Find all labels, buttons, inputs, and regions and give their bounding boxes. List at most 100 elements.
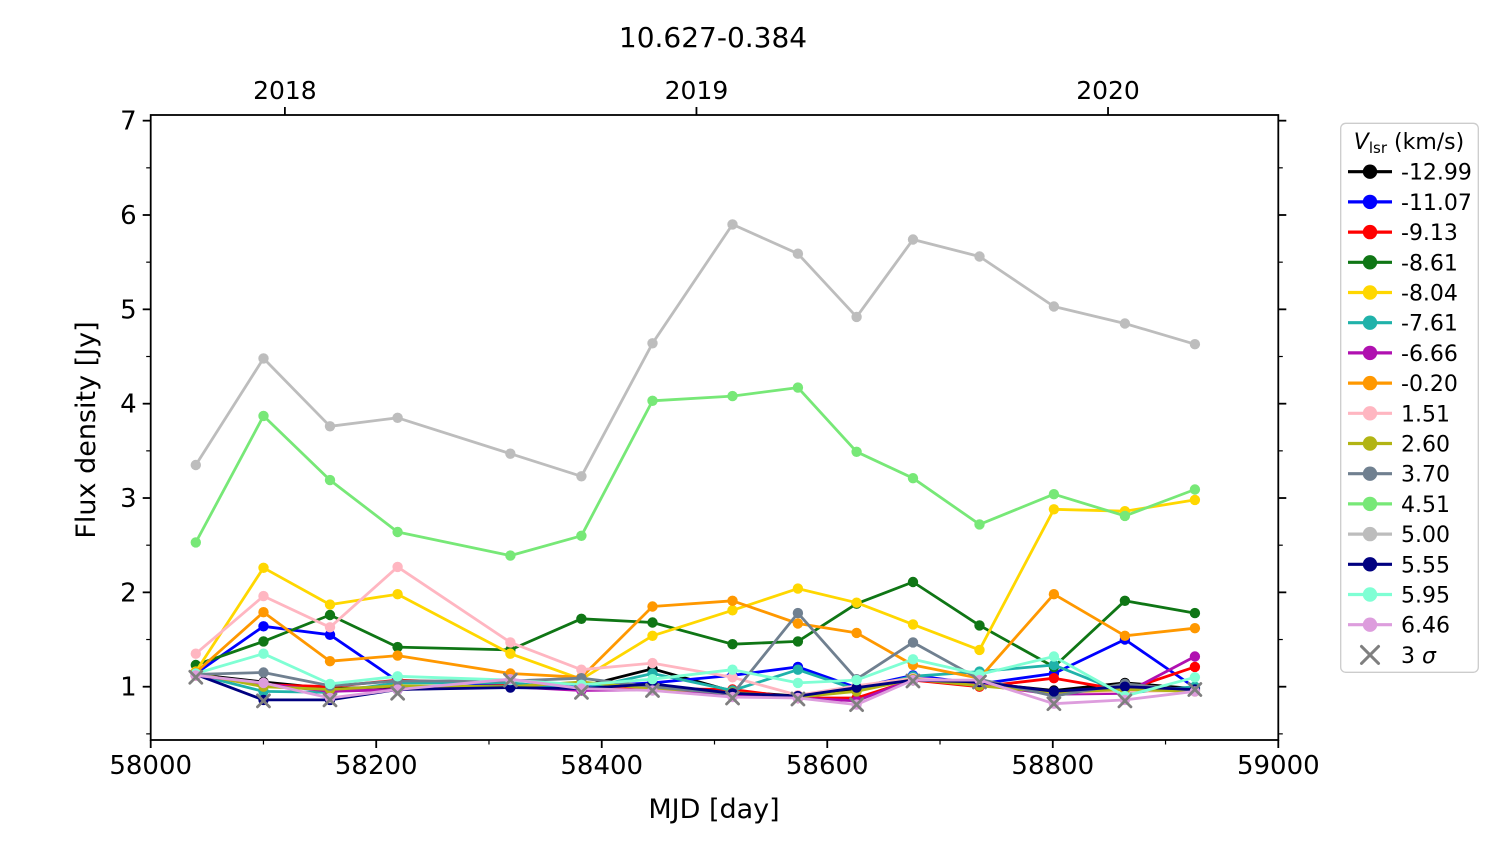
sigma-x-marker [322,692,338,708]
data-point-5.55 [851,682,862,693]
data-point-4.51 [727,390,738,402]
data-point--0.20 [792,618,804,629]
data-point-5.00 [1119,318,1131,329]
legend-item-6.46: 6.46 [1348,614,1450,639]
legend-marker-swatch [1362,194,1378,210]
legend-item--0.20: -0.20 [1348,372,1458,397]
series-line-4.51 [194,386,1197,557]
series-line--8.04 [194,498,1197,681]
data-point--8.61 [392,641,403,653]
sigma-x-marker [1117,693,1133,709]
sigma-x-marker [256,693,271,709]
data-point-3.70 [907,637,919,648]
data-point-5.00 [907,234,919,245]
legend-item-4.51: 4.51 [1348,493,1450,518]
data-point-5.00 [727,219,738,230]
sigma-x-marker [972,674,987,690]
sigma-x-marker [905,673,921,689]
data-point--0.20 [1189,623,1201,634]
series-5.00 [190,219,1201,482]
data-point--8.04 [792,583,804,594]
sigma-x-marker [1360,644,1380,665]
legend: Vlsr (km/s) -12.99-11.07-9.13-8.61-8.04-… [1340,122,1479,673]
legend-item-3σ: 3 σ [1360,644,1437,669]
data-point-5.95 [907,654,919,665]
data-point--8.61 [576,613,587,624]
legend-item-1.51: 1.51 [1348,402,1450,427]
legend-items: -12.99 -11.07 -9.13 -8.61 -8.04 -7.61 -6.66 -0.… [1348,161,1472,669]
data-point-4.51 [576,530,587,541]
x-tick-label: 58000 [109,751,192,781]
data-point-5.00 [258,353,269,364]
series-line--8.61 [194,580,1197,669]
data-point--9.13 [1189,661,1201,673]
data-point-4.51 [190,537,201,548]
top-year-label: 2019 [665,76,729,105]
data-point--8.04 [851,597,862,608]
data-point--9.13 [1048,673,1060,684]
series--8.04 [190,494,1201,685]
data-point-5.95 [392,671,403,682]
legend-item-2.60: 2.60 [1348,433,1450,458]
data-point--0.20 [1119,630,1131,641]
data-point-5.95 [258,648,269,659]
legend-title: Vlsr (km/s) [1354,130,1464,157]
data-point--8.04 [505,648,516,659]
sigma-x-marker [645,683,660,698]
legend-marker-swatch [1362,315,1378,330]
y-tick-label: 1 [120,673,137,703]
sigma-x-marker [503,672,518,688]
series-layer [188,219,1203,713]
data-point-4.51 [907,473,919,484]
data-point--8.04 [727,605,738,616]
data-point-5.00 [324,421,336,432]
legend-marker-swatch [1362,375,1378,391]
legend-marker-swatch [1362,406,1378,421]
data-point--8.61 [1119,595,1131,606]
data-point-3.70 [258,667,269,678]
legend-label: -11.07 [1401,191,1472,216]
data-point--8.61 [727,639,738,650]
legend-marker-swatch [1362,224,1378,240]
data-point-4.51 [1189,484,1201,495]
legend-item-5.00: 5.00 [1348,523,1450,548]
data-point--0.20 [324,656,336,667]
data-point--0.20 [647,601,658,612]
data-point-5.55 [1119,681,1131,692]
sigma-x-marker [849,697,864,713]
legend-label: 5.55 [1401,553,1450,578]
sigma-x-marker [790,691,806,707]
data-point--8.61 [324,609,336,621]
data-point--8.04 [1189,494,1201,506]
data-point-5.00 [576,471,587,482]
legend-label: 2.60 [1401,433,1450,458]
legend-label: -8.04 [1401,282,1458,307]
data-point--8.04 [324,599,336,610]
legend-label: -0.20 [1401,372,1458,397]
chart-title: 10.627-0.384 [619,21,807,54]
legend-item-5.55: 5.55 [1348,553,1450,578]
data-point-5.00 [647,338,658,349]
y-tick-label: 5 [120,295,137,325]
data-point-1.51 [190,648,201,659]
legend-label: 5.00 [1401,523,1450,548]
data-point-4.51 [1048,489,1060,500]
top-year-axis: 2018 2019 2020 [253,76,1140,105]
data-point-5.00 [1189,339,1201,350]
y-axis-title: Flux density [Jy] [71,321,102,538]
y-tick-label: 4 [120,390,137,420]
legend-label: 3.70 [1401,463,1450,488]
data-point-5.00 [851,311,862,323]
data-point-1.51 [647,657,658,669]
data-point--8.04 [974,644,985,656]
legend-marker-swatch [1362,436,1378,451]
series-4.51 [190,382,1201,561]
data-point-5.95 [1048,651,1060,662]
legend-item--12.99: -12.99 [1348,161,1472,186]
data-point-5.00 [974,251,985,262]
x-axis-title: MJD [day] [648,794,779,825]
data-point--8.04 [392,589,403,600]
legend-marker-swatch [1362,557,1378,572]
data-point--8.04 [258,562,269,573]
legend-label: -9.13 [1401,221,1458,246]
